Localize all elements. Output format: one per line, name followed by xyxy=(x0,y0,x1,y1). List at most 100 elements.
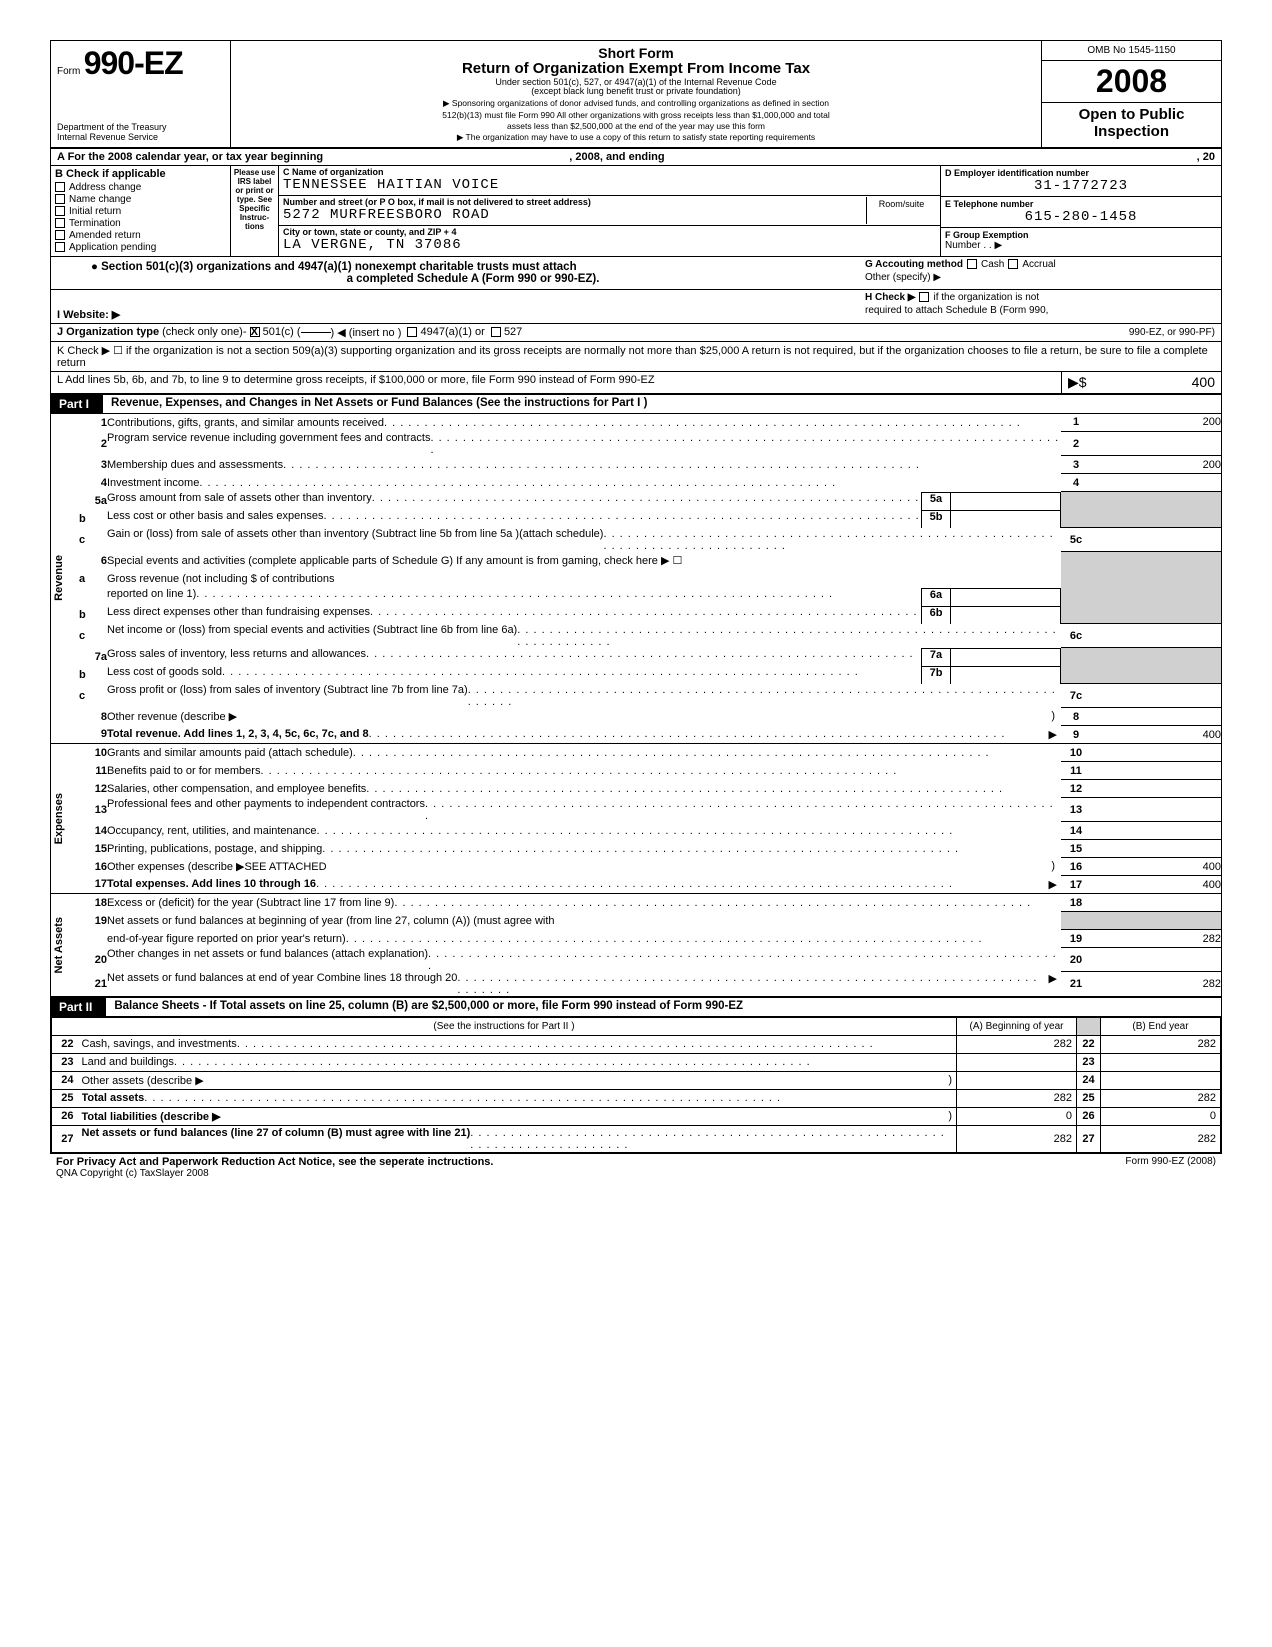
l7b-desc: Less cost of goods sold xyxy=(107,666,222,684)
l19-rv: 282 xyxy=(1091,930,1221,948)
l19-rn: 19 xyxy=(1061,930,1091,948)
l3-desc: Membership dues and assessments xyxy=(107,459,283,471)
l20-desc: Other changes in net assets or fund bala… xyxy=(107,948,428,972)
bcd-block: B Check if applicable Address change Nam… xyxy=(51,166,1221,257)
l11-num: 11 xyxy=(79,762,107,780)
j-label: J Organization type xyxy=(57,326,159,338)
open-to-public: Open to Public Inspection xyxy=(1042,103,1221,144)
b-letter: B xyxy=(55,168,63,180)
l2-num: 2 xyxy=(79,432,107,456)
f-label: F Group Exemption xyxy=(945,230,1217,240)
l8-tail: ) xyxy=(1051,710,1061,722)
lbl-pending: Application pending xyxy=(69,242,156,253)
sponsor4: ▶ The organization may have to use a cop… xyxy=(239,133,1033,142)
org-street: 5272 MURFREESBORO ROAD xyxy=(283,207,866,223)
l18-desc: Excess or (deficit) for the year (Subtra… xyxy=(107,897,394,909)
l5a-desc: Gross amount from sale of assets other t… xyxy=(107,492,372,510)
col-a-head: (A) Beginning of year xyxy=(957,1017,1077,1035)
l1-num: 1 xyxy=(79,414,107,432)
part2-see: (See the instructions for Part II ) xyxy=(52,1017,957,1035)
l1-rv: 200 xyxy=(1091,414,1221,432)
l16-num: 16 xyxy=(79,858,107,876)
sponsor2: 512(b)(13) must file Form 990 All other … xyxy=(239,111,1033,120)
l7a-desc: Gross sales of inventory, less returns a… xyxy=(107,648,366,666)
part1-table: Revenue 1 Contributions, gifts, grants, … xyxy=(51,414,1221,998)
chk-501c[interactable] xyxy=(250,327,260,337)
sec501-bullet: ● Section 501(c)(3) organizations and 49… xyxy=(91,261,855,273)
chk-accrual[interactable] xyxy=(1008,259,1018,269)
l10-num: 10 xyxy=(79,744,107,762)
part1-title: Revenue, Expenses, and Changes in Net As… xyxy=(103,395,655,413)
l21-arrow: ▶ xyxy=(1045,972,1061,996)
l3-num: 3 xyxy=(79,456,107,474)
l13-num: 13 xyxy=(79,798,107,822)
bs25-idx: 25 xyxy=(1077,1089,1101,1107)
l5b-desc: Less cost or other basis and sales expen… xyxy=(107,510,323,528)
l14-num: 14 xyxy=(79,822,107,840)
subtitle2: (except black lung benefit trust or priv… xyxy=(239,87,1033,97)
chk-pending[interactable] xyxy=(55,242,65,252)
header-center: Short Form Return of Organization Exempt… xyxy=(231,41,1041,147)
l12-rn: 12 xyxy=(1061,780,1091,798)
g-other: Other (specify) ▶ xyxy=(865,272,1217,283)
bs25-num: 25 xyxy=(52,1089,78,1107)
l11-rn: 11 xyxy=(1061,762,1091,780)
l16-desc: Other expenses (describe ▶SEE ATTACHED xyxy=(107,861,327,873)
chk-527[interactable] xyxy=(491,327,501,337)
d-label: D Employer identification number xyxy=(945,168,1217,178)
bs26-b: 0 xyxy=(1101,1107,1221,1125)
lbl-address: Address change xyxy=(69,182,141,193)
h-label: H Check ▶ xyxy=(865,292,915,303)
l8-desc: Other revenue (describe ▶ xyxy=(107,711,237,723)
chk-amended[interactable] xyxy=(55,230,65,240)
l16-rv: 400 xyxy=(1091,858,1221,876)
header-right: OMB No 1545-1150 2008 Open to Public Ins… xyxy=(1041,41,1221,147)
org-city: LA VERGNE, TN 37086 xyxy=(283,237,936,253)
l7c-rn: 7c xyxy=(1061,684,1091,708)
chk-address[interactable] xyxy=(55,182,65,192)
l16-tail: ) xyxy=(1051,860,1061,872)
bs23-b xyxy=(1101,1053,1221,1071)
l14-rn: 14 xyxy=(1061,822,1091,840)
l15-num: 15 xyxy=(79,840,107,858)
form-990ez: Form 990-EZ Department of the Treasury I… xyxy=(50,40,1222,1154)
l7a-num: 7a xyxy=(79,648,107,666)
l1-rn: 1 xyxy=(1061,414,1091,432)
l21-rn: 21 xyxy=(1061,972,1091,997)
bs22-desc: Cash, savings, and investments xyxy=(82,1038,237,1050)
j-4947: 4947(a)(1) or xyxy=(421,326,485,338)
l4-num: 4 xyxy=(79,474,107,492)
row-k: K Check ▶ ☐ if the organization is not a… xyxy=(51,342,1221,372)
bs24-idx: 24 xyxy=(1077,1071,1101,1089)
vcat-netassets: Net Assets xyxy=(51,909,67,981)
l17-arrow: ▶ xyxy=(1045,878,1061,891)
l17-num: 17 xyxy=(79,876,107,894)
row-a-left: A For the 2008 calendar year, or tax yea… xyxy=(57,151,323,163)
l15-desc: Printing, publications, postage, and shi… xyxy=(107,843,322,855)
l8-num: 8 xyxy=(79,708,107,726)
chk-name[interactable] xyxy=(55,194,65,204)
chk-initial[interactable] xyxy=(55,206,65,216)
row-a-right: , 20 xyxy=(1197,151,1215,163)
l12-num: 12 xyxy=(79,780,107,798)
bs25-b: 282 xyxy=(1101,1089,1221,1107)
chk-h[interactable] xyxy=(919,292,929,302)
l4-desc: Investment income xyxy=(107,477,199,489)
privacy-notice: For Privacy Act and Paperwork Reduction … xyxy=(56,1156,493,1168)
dept-block: Department of the Treasury Internal Reve… xyxy=(57,123,224,143)
chk-cash[interactable] xyxy=(967,259,977,269)
bs23-idx: 23 xyxy=(1077,1053,1101,1071)
h-text2: required to attach Schedule B (Form 990, xyxy=(865,305,1217,316)
sponsor1: ▶ Sponsoring organizations of donor advi… xyxy=(239,99,1033,108)
l19-desc: Net assets or fund balances at beginning… xyxy=(107,915,555,927)
bs27-idx: 27 xyxy=(1077,1125,1101,1152)
l21-num: 21 xyxy=(79,972,107,997)
chk-4947[interactable] xyxy=(407,327,417,337)
l6a2-desc: reported on line 1) xyxy=(107,588,196,606)
sec501-left: ● Section 501(c)(3) organizations and 49… xyxy=(51,257,861,289)
l10-desc: Grants and similar amounts paid (attach … xyxy=(107,747,353,759)
chk-termination[interactable] xyxy=(55,218,65,228)
h-text: if the organization is not xyxy=(933,292,1039,303)
h-text3: 990-EZ, or 990-PF) xyxy=(1129,327,1215,338)
c-city-field: City or town, state or county, and ZIP +… xyxy=(279,226,940,255)
